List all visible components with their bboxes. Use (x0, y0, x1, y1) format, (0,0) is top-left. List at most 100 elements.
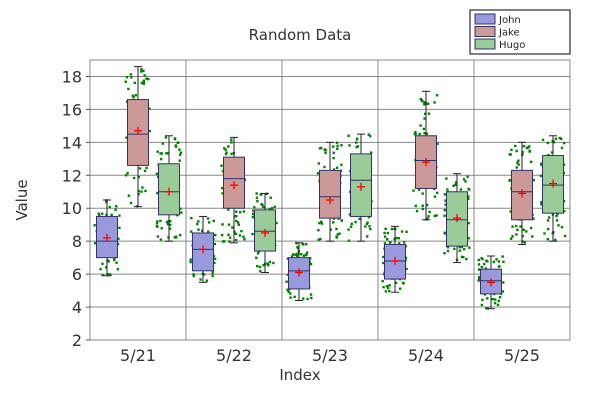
data-point (259, 193, 262, 196)
data-point (309, 257, 312, 260)
data-point (131, 94, 135, 97)
data-point (354, 220, 357, 224)
box-jake-5/25 (511, 141, 533, 245)
data-point (310, 296, 313, 300)
data-point (126, 171, 129, 175)
data-point (275, 221, 278, 225)
data-point (98, 214, 101, 217)
y-tick-label: 6 (72, 265, 82, 284)
x-axis-ticks: 5/21 5/22 5/23 5/24 5/25 (120, 346, 540, 365)
data-point (355, 145, 358, 149)
data-point (155, 172, 159, 175)
data-point (252, 209, 255, 212)
data-point (125, 75, 129, 79)
data-point (529, 226, 533, 230)
data-point (480, 256, 483, 260)
data-point (286, 273, 290, 277)
data-point (348, 144, 351, 147)
legend-swatch-john (474, 13, 496, 25)
data-point (412, 189, 415, 192)
data-point (211, 274, 214, 278)
data-point (117, 237, 120, 240)
data-point (417, 188, 421, 191)
data-point (318, 221, 321, 225)
data-point (178, 233, 182, 237)
data-point (462, 178, 466, 181)
data-point (243, 238, 246, 241)
data-point (521, 240, 524, 243)
data-point (394, 281, 398, 285)
data-point (200, 229, 204, 232)
data-point (160, 152, 164, 155)
box-hugo-5/21 (158, 135, 180, 242)
data-point (517, 159, 520, 162)
data-point (540, 201, 543, 204)
data-point (317, 228, 320, 232)
data-point (514, 144, 517, 148)
data-point (433, 101, 436, 104)
data-point (383, 231, 386, 235)
data-point (147, 77, 150, 81)
data-point (521, 151, 524, 154)
data-point (228, 240, 231, 243)
data-point (531, 235, 534, 238)
data-point (385, 284, 389, 288)
data-point (340, 163, 343, 166)
data-point (268, 260, 272, 264)
data-point (159, 219, 162, 223)
data-point (414, 130, 417, 134)
boxes-layer (96, 66, 564, 310)
data-point (458, 249, 461, 252)
data-point (425, 132, 429, 135)
data-point (486, 297, 489, 300)
data-point (358, 217, 361, 221)
data-point (234, 238, 238, 242)
data-point (331, 221, 335, 224)
data-point (526, 146, 530, 149)
data-point (272, 261, 275, 265)
data-point (227, 223, 231, 226)
data-point (421, 192, 424, 195)
data-point (108, 205, 111, 209)
data-point (273, 205, 276, 209)
data-point (301, 242, 304, 246)
data-point (557, 224, 560, 227)
data-point (480, 265, 484, 269)
data-point (262, 206, 265, 209)
data-point (484, 267, 488, 270)
data-point (467, 195, 470, 198)
data-point (560, 146, 564, 150)
data-point (125, 136, 128, 139)
data-point (444, 203, 447, 206)
data-point (436, 142, 439, 145)
data-point (335, 227, 338, 231)
data-point (116, 242, 120, 246)
data-point (336, 144, 339, 148)
data-point (354, 141, 358, 144)
data-point (382, 285, 385, 289)
data-point (101, 273, 104, 277)
data-point (305, 242, 308, 246)
box-john-5/24 (384, 225, 406, 293)
data-point (443, 209, 447, 212)
data-point (467, 221, 470, 225)
data-point (366, 221, 369, 224)
data-point (460, 255, 464, 258)
data-point (160, 227, 163, 230)
data-point (289, 292, 292, 295)
data-point (132, 96, 135, 99)
data-point (221, 192, 224, 195)
data-point (228, 236, 232, 239)
data-point (205, 279, 209, 282)
data-point (423, 132, 426, 135)
data-point (468, 246, 471, 249)
data-point (467, 197, 470, 201)
data-point (482, 262, 486, 266)
data-point (223, 147, 226, 150)
data-point (319, 220, 323, 224)
data-point (319, 146, 323, 150)
data-point (369, 227, 372, 231)
data-point (156, 150, 159, 153)
data-point (302, 254, 306, 257)
data-point (259, 269, 262, 273)
